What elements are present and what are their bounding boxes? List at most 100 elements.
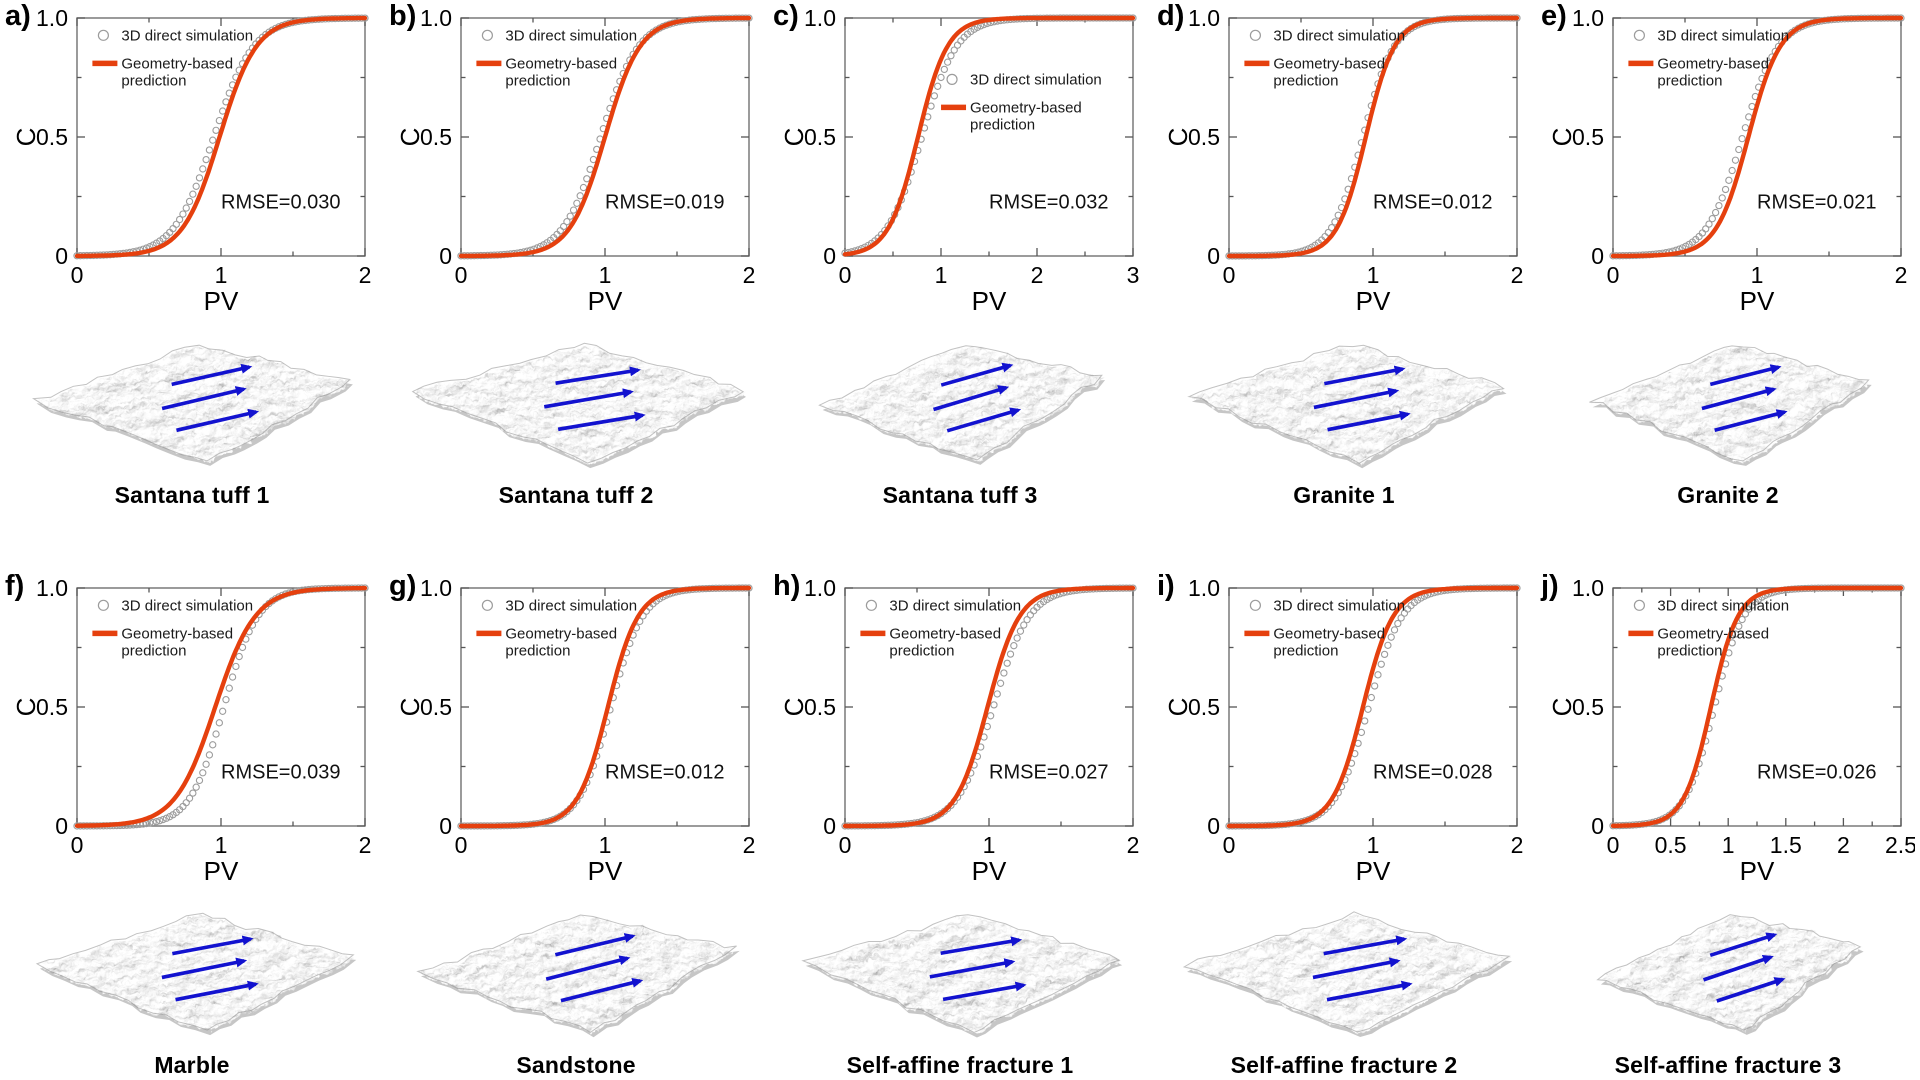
simulation-data-point (175, 215, 184, 224)
chart-area: f) 0 1 2 0 0.5 1.0 PV C 3D direct simulation Geom… (5, 570, 379, 886)
simulation-data-point (1357, 728, 1366, 737)
svg-text:0: 0 (1223, 832, 1236, 858)
flow-arrows-icon (1313, 365, 1411, 432)
simulation-data-point (219, 707, 227, 715)
simulation-data-point (212, 126, 220, 135)
simulation-data-point (1016, 627, 1025, 635)
svg-text:C: C (779, 698, 809, 717)
simulation-data-point (1735, 145, 1743, 154)
svg-text:3D direct simulation: 3D direct simulation (970, 71, 1102, 88)
svg-text:2: 2 (359, 262, 372, 288)
simulation-data-point (1738, 615, 1746, 624)
simulation-data-point (940, 65, 948, 74)
svg-text:Geometry-based: Geometry-based (1273, 55, 1385, 72)
legend-circle-marker (97, 29, 110, 41)
svg-text:1: 1 (1367, 262, 1380, 288)
breakthrough-curve-chart: 0 0.5 1 1.5 2 2.5 0 0.5 1.0 PV C 3D direct simulati… (1547, 575, 1915, 886)
simulation-data-point (212, 730, 220, 738)
fracture-surface (1174, 326, 1514, 478)
rock-texture (417, 914, 737, 1033)
simulation-data-point (179, 210, 187, 218)
flow-arrow-icon (1702, 954, 1774, 982)
simulation-data-point (1708, 215, 1716, 223)
svg-text:0.5: 0.5 (1188, 124, 1220, 150)
svg-text:3D direct simulation: 3D direct simulation (1657, 27, 1789, 44)
svg-text:1.0: 1.0 (36, 575, 68, 601)
simulation-data-point (1711, 208, 1720, 217)
svg-text:prediction: prediction (505, 72, 570, 89)
simulation-data-point (1026, 611, 1035, 619)
flow-arrows-icon (543, 366, 646, 432)
simulation-data-point (559, 222, 568, 231)
svg-text:Geometry-based: Geometry-based (121, 55, 233, 72)
simulation-data-point (930, 92, 939, 100)
svg-text:0.5: 0.5 (804, 124, 836, 150)
rmse-annotation: RMSE=0.021 (1757, 191, 1877, 213)
panel-e: e) 0 1 2 0 0.5 1.0 PV C 3D direct simulation Geom… (1536, 0, 1920, 540)
simulation-data-point (1738, 134, 1746, 143)
flow-arrow-icon (1313, 387, 1400, 410)
breakthrough-curve-chart: 0 1 2 0 0.5 1.0 PV C 3D direct simulation Geometr… (395, 575, 755, 886)
panel-c: c) 0 1 2 3 0 0.5 1.0 PV C 3D direct simulation Geo… (768, 0, 1152, 540)
chart-area: c) 0 1 2 3 0 0.5 1.0 PV C 3D direct simulation Geo… (773, 0, 1147, 316)
svg-text:2: 2 (1031, 262, 1044, 288)
simulation-data-point (202, 155, 210, 164)
simulation-data-point (1731, 156, 1740, 164)
prediction-line (1610, 15, 1904, 259)
fracture-surface (22, 896, 362, 1048)
svg-text:0: 0 (1207, 813, 1220, 839)
simulation-data-point (189, 190, 197, 198)
fracture-surface (22, 326, 362, 478)
svg-text:C: C (395, 698, 425, 717)
svg-text:2: 2 (1895, 262, 1908, 288)
svg-text:1.0: 1.0 (1188, 5, 1220, 31)
breakthrough-curve-chart: 0 1 2 0 0.5 1.0 PV C 3D direct simulation Geometr… (1163, 5, 1523, 316)
svg-text:0: 0 (1607, 262, 1620, 288)
specimen-label: Self-affine fracture 2 (1230, 1052, 1458, 1078)
simulation-data-point (1745, 113, 1753, 121)
svg-text:0: 0 (455, 832, 468, 858)
svg-text:Geometry-based: Geometry-based (1657, 625, 1769, 642)
simulation-data-point (1394, 619, 1402, 628)
legend-circle-marker (97, 599, 110, 611)
svg-text:3D direct simulation: 3D direct simulation (889, 597, 1021, 614)
panel-g: g) 0 1 2 0 0.5 1.0 PV C 3D direct simulation Geom… (384, 540, 768, 1080)
chart-area: b) 0 1 2 0 0.5 1.0 PV C 3D direct simulation Geom… (389, 0, 763, 316)
svg-text:1: 1 (599, 832, 612, 858)
simulation-data-point (579, 183, 588, 192)
simulation-data-point (1374, 671, 1382, 679)
flow-arrow-icon (932, 385, 1010, 412)
rmse-annotation: RMSE=0.012 (1373, 191, 1493, 213)
chart-area: j) 0 0.5 1 1.5 2 2.5 0 0.5 1.0 PV C 3D direct simul… (1541, 570, 1915, 886)
flow-arrow-icon (929, 958, 1016, 979)
svg-text:0: 0 (71, 262, 84, 288)
svg-text:C: C (1547, 128, 1577, 147)
svg-text:prediction: prediction (505, 642, 570, 659)
simulation-data-point (1380, 650, 1389, 659)
svg-text:1: 1 (1367, 832, 1380, 858)
svg-text:0: 0 (823, 243, 836, 269)
simulation-data-point (195, 174, 204, 182)
panel-letter: f) (5, 570, 25, 602)
svg-text:0: 0 (71, 832, 84, 858)
simulation-data-point (215, 116, 223, 125)
flow-arrows-icon (1312, 935, 1413, 1002)
legend-circle-marker (865, 599, 878, 611)
simulation-data-point (990, 701, 998, 709)
simulation-data-point (1367, 693, 1375, 702)
simulation-data-point (1013, 634, 1021, 642)
svg-text:0.5: 0.5 (1572, 124, 1604, 150)
svg-text:0.5: 0.5 (420, 694, 452, 720)
simulation-data-point (987, 712, 995, 720)
breakthrough-curve-chart: 0 1 2 0 0.5 1.0 PV C 3D direct simulation Geometr… (11, 575, 371, 886)
svg-text:Geometry-based: Geometry-based (1273, 625, 1385, 642)
simulation-data-point (1741, 124, 1750, 132)
simulation-data-point (1364, 705, 1372, 713)
svg-text:2: 2 (743, 262, 756, 288)
svg-text:0.5: 0.5 (1188, 694, 1220, 720)
svg-text:3D direct simulation: 3D direct simulation (505, 27, 637, 44)
panel-letter: h) (773, 570, 801, 602)
svg-text:1.0: 1.0 (804, 575, 836, 601)
svg-text:C: C (11, 128, 41, 147)
prediction-line (1610, 585, 1904, 828)
